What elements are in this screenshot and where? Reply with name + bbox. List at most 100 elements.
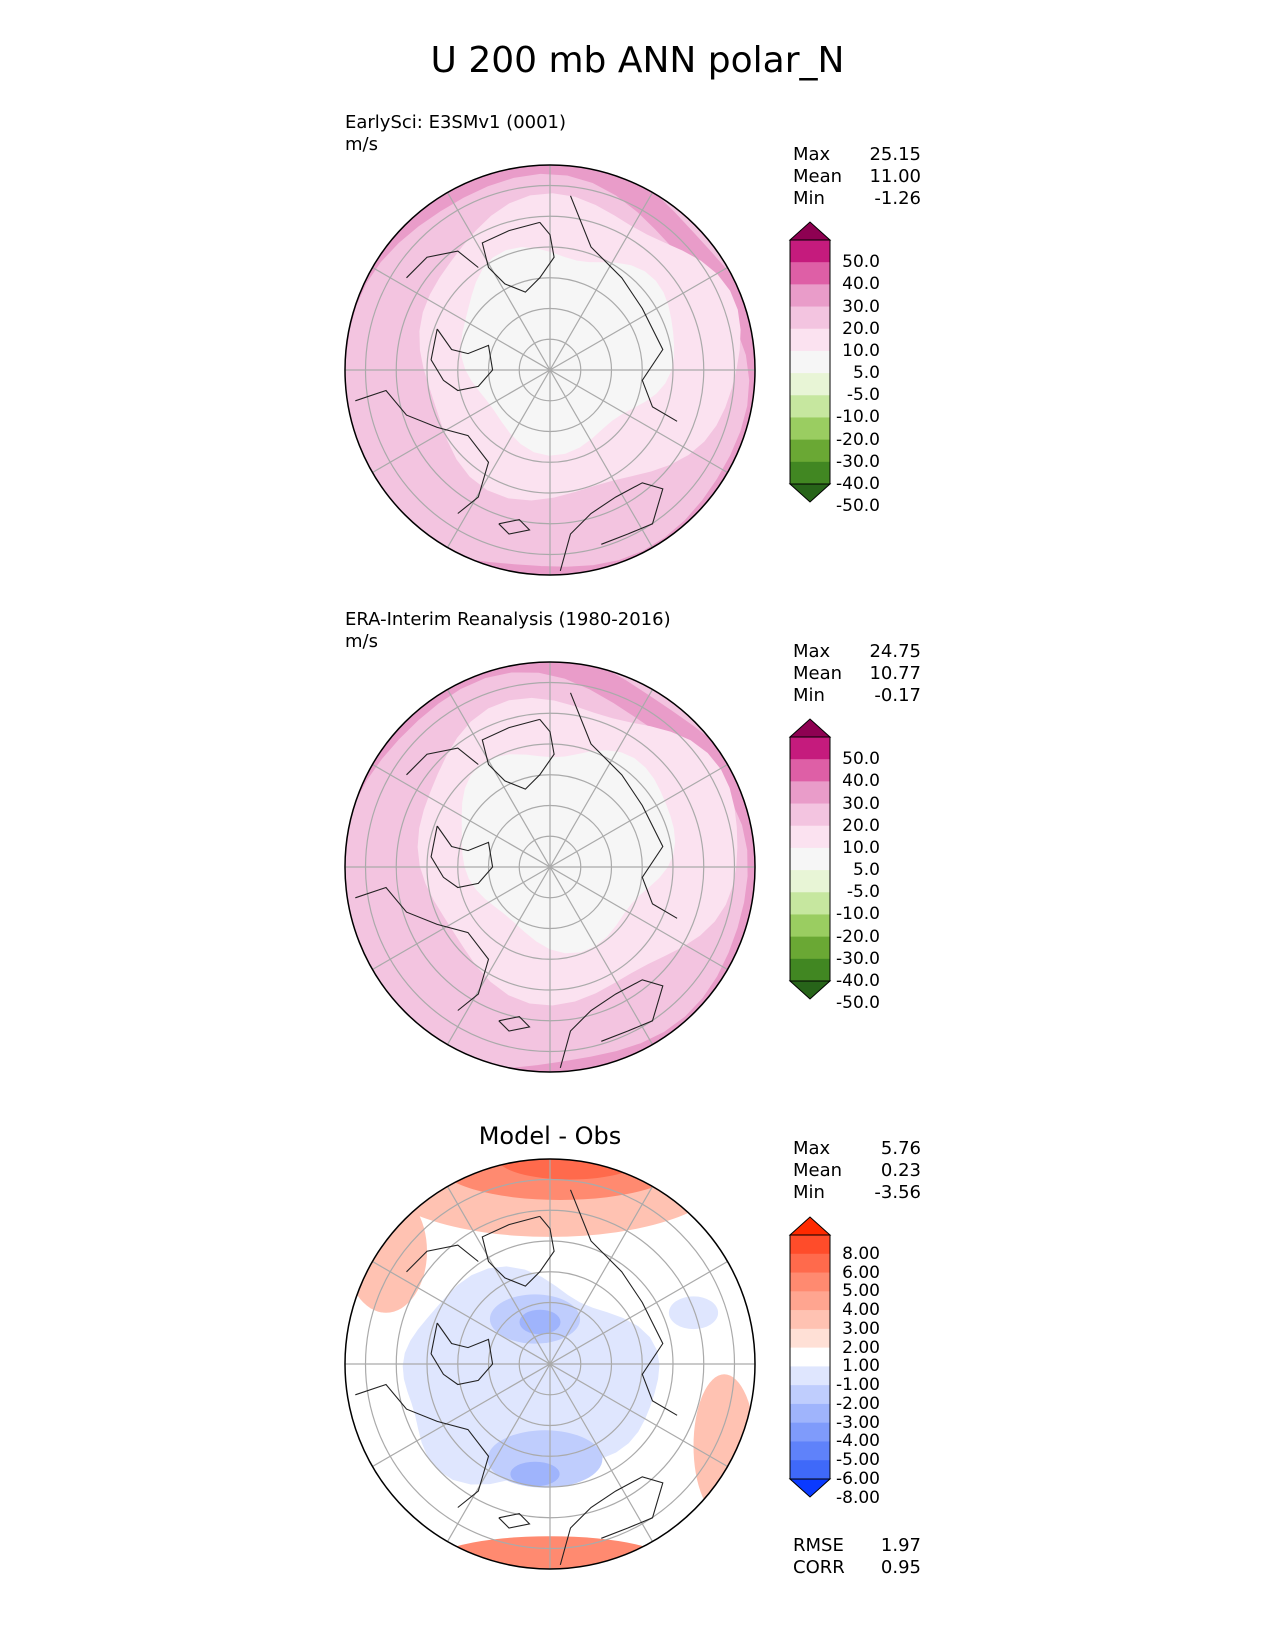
- colorbar-cell: [790, 240, 830, 263]
- coastline: [559, 482, 664, 572]
- panel-3-colorbar: [788, 1216, 832, 1498]
- colorbar-cell: [790, 1310, 830, 1330]
- figure-title: U 200 mb ANN polar_N: [430, 40, 845, 81]
- colorbar-cell: [790, 395, 830, 418]
- panel-2-stats: Max 24.75 Mean 10.77 Min -0.17: [793, 641, 921, 707]
- colorbar-tick-label: -2.00: [836, 1393, 880, 1414]
- coastline: [430, 328, 494, 392]
- colorbar-tick-label: -4.00: [836, 1431, 880, 1452]
- stat-min-value: -0.17: [874, 685, 921, 706]
- coastlines: [355, 692, 678, 1069]
- colorbar-tick-label: -1.00: [836, 1375, 880, 1396]
- colorbar-cell: [790, 1291, 830, 1311]
- meridian-line: [446, 192, 654, 548]
- colorbar-cell: [790, 1366, 830, 1386]
- map-gridlines: [345, 1159, 755, 1569]
- colorbar-tick-label: -40.0: [836, 474, 880, 494]
- rmse-label: RMSE: [793, 1535, 844, 1556]
- field-fill: [345, 165, 755, 575]
- colorbar-tick-label: 6.00: [842, 1262, 880, 1283]
- colorbar-tick-label: 30.0: [842, 296, 880, 317]
- stat-min-value: -3.56: [874, 1182, 921, 1203]
- colorbar-cell: [790, 1460, 830, 1480]
- contour-band-neg5-5: [460, 247, 675, 456]
- colorbar-cell: [790, 350, 830, 374]
- stat-mean-label: Mean: [793, 166, 843, 187]
- stat-mean-label: Mean: [793, 1160, 843, 1181]
- colorbar-cell: [790, 870, 830, 893]
- colorbar-cell: [790, 1235, 830, 1255]
- panel-1-stats: Max 25.15 Mean 11.00 Min -1.26: [793, 144, 921, 210]
- coastline: [559, 979, 664, 1069]
- colorbar-frame: [789, 239, 831, 485]
- colorbar-cell: [790, 958, 830, 982]
- colorbar-tick-label: 5.0: [852, 860, 880, 881]
- panel-2-label: ERA-Interim Reanalysis (1980-2016): [345, 609, 671, 630]
- stat-max-label: Max: [793, 1138, 831, 1159]
- colorbar-extend-top: [788, 718, 832, 738]
- colorbar-tick-label: 50.0: [842, 749, 880, 770]
- colorbar-cell: [790, 1403, 830, 1424]
- panel-2-polar-map: [344, 661, 756, 1073]
- colorbar-tick-label: -5.0: [846, 882, 880, 903]
- coastline: [481, 221, 555, 293]
- contour-band-neg-weak: [668, 1296, 719, 1330]
- coastlines: [355, 195, 678, 572]
- panel-3-polar-map: [344, 1158, 756, 1570]
- colorbar-cell: [790, 914, 830, 938]
- colorbar-tick-label: 3.00: [842, 1318, 880, 1339]
- corr-value: 0.95: [880, 1557, 921, 1578]
- coastline: [355, 1383, 490, 1508]
- colorbar-cell: [790, 847, 830, 871]
- stat-max-label: Max: [793, 144, 831, 165]
- coastline: [559, 1476, 664, 1566]
- stat-mean-value: 11.00: [869, 166, 921, 187]
- colorbar-cell: [790, 1385, 830, 1405]
- panel-3-title: Model - Obs: [478, 1122, 622, 1150]
- coastline: [569, 692, 678, 919]
- colorbar-tick-label: 40.0: [842, 771, 880, 792]
- colorbar-tick-label: -3.00: [836, 1412, 880, 1433]
- colorbar-cell: [790, 1328, 830, 1349]
- colorbar-cell: [790, 892, 830, 915]
- stat-mean-value: 0.23: [880, 1160, 921, 1181]
- colorbar-tick-label: -5.0: [846, 385, 880, 406]
- stat-min-value: -1.26: [874, 188, 921, 209]
- stat-min-label: Min: [793, 188, 825, 209]
- stat-max-label: Max: [793, 641, 831, 662]
- contour-band-neg-strong: [510, 1461, 560, 1487]
- colorbar-cell: [790, 461, 830, 485]
- map-boundary: [344, 164, 756, 576]
- colorbar-cell: [790, 803, 830, 827]
- stat-max-value: 24.75: [869, 641, 921, 662]
- colorbar-tick-label: -20.0: [836, 429, 880, 450]
- panel-1-polar-map: [344, 164, 756, 576]
- panel-1-label: EarlySci: E3SMv1 (0001): [345, 112, 567, 133]
- rmse-value: 1.97: [880, 1535, 921, 1556]
- coastline: [498, 1513, 531, 1529]
- colorbar-tick-label: 10.0: [842, 340, 880, 361]
- panel-3-stats: Max 5.76 Mean 0.23 Min -3.56: [793, 1138, 921, 1204]
- colorbar-tick-label: -8.00: [836, 1487, 880, 1508]
- colorbar-frame: [789, 1234, 831, 1480]
- colorbar-tick-label: 1.00: [842, 1356, 880, 1377]
- colorbar-cell: [790, 759, 830, 782]
- colorbar-tick-label: 50.0: [842, 252, 880, 273]
- colorbar-cell: [790, 1272, 830, 1292]
- stat-min-label: Min: [793, 685, 825, 706]
- colorbar-cell: [790, 306, 830, 330]
- colorbar-extend-top: [788, 1216, 832, 1236]
- colorbar-cell: [790, 284, 830, 308]
- coastline: [498, 519, 531, 535]
- meridian-line: [446, 1186, 654, 1542]
- colorbar-cell: [790, 737, 830, 760]
- map-boundary: [344, 661, 756, 1073]
- meridian-line: [446, 689, 654, 1045]
- colorbar-tick-label: -5.00: [836, 1450, 880, 1471]
- colorbar-cell: [790, 1253, 830, 1274]
- colorbar-tick-label: -20.0: [836, 926, 880, 947]
- colorbar-extend-top: [788, 221, 832, 241]
- panel-3-metrics: RMSE 1.97 CORR 0.95: [793, 1535, 921, 1579]
- panel-2-units: m/s: [345, 631, 378, 652]
- colorbar-cell: [790, 417, 830, 441]
